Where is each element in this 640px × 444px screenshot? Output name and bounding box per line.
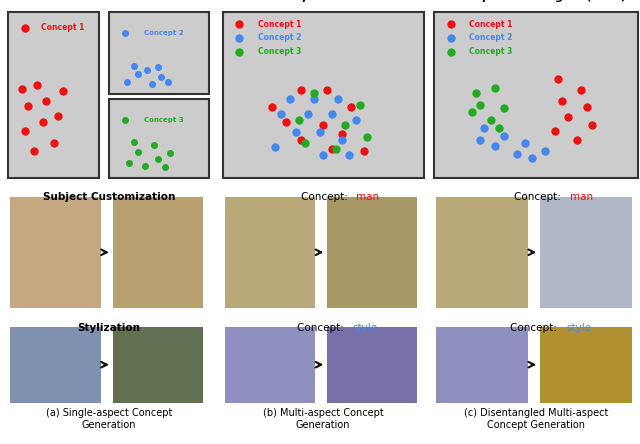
Bar <box>540 327 632 403</box>
Text: man: man <box>356 191 380 202</box>
Text: (a) Single-aspect Concept
Generation: (a) Single-aspect Concept Generation <box>45 408 172 430</box>
Text: Concept:: Concept: <box>513 191 564 202</box>
Text: Concept 1: Concept 1 <box>258 20 301 29</box>
Bar <box>225 197 315 308</box>
Text: Concept 2: Concept 2 <box>258 33 301 43</box>
Text: Concept Confusion: Concept Confusion <box>264 0 382 2</box>
Bar <box>327 327 417 403</box>
Text: style: style <box>566 323 591 333</box>
Text: Concept 1: Concept 1 <box>41 23 84 32</box>
Text: style: style <box>353 323 378 333</box>
Text: Concept 2: Concept 2 <box>143 30 183 36</box>
Text: (b) Multi-aspect Concept
Generation: (b) Multi-aspect Concept Generation <box>263 408 383 430</box>
Bar <box>109 99 209 178</box>
Text: Each for One Task: Each for One Task <box>53 0 165 2</box>
Text: Concept 3: Concept 3 <box>258 47 301 56</box>
Bar <box>540 197 632 308</box>
Bar <box>109 12 209 95</box>
Bar <box>436 327 528 403</box>
Text: Concept:: Concept: <box>298 323 348 333</box>
Bar <box>436 197 528 308</box>
Text: Concept 3: Concept 3 <box>470 47 513 56</box>
Bar <box>327 197 417 308</box>
Bar <box>113 197 203 308</box>
Text: (c) Disentangled Multi-aspect
Concept Generation: (c) Disentangled Multi-aspect Concept Ge… <box>464 408 608 430</box>
Text: Concept 1: Concept 1 <box>470 20 513 29</box>
Text: Concept:: Concept: <box>301 191 351 202</box>
Bar <box>10 197 100 308</box>
Text: Stylization: Stylization <box>77 323 140 333</box>
Text: Concept Disentangled (Ours): Concept Disentangled (Ours) <box>445 0 627 2</box>
Text: man: man <box>570 191 593 202</box>
Bar <box>225 327 315 403</box>
Bar <box>8 12 99 178</box>
Text: Concept 2: Concept 2 <box>470 33 513 43</box>
Text: Subject Customization: Subject Customization <box>43 191 175 202</box>
Bar <box>113 327 203 403</box>
Text: Concept 3: Concept 3 <box>143 117 184 123</box>
Text: Concept:: Concept: <box>510 323 560 333</box>
Bar <box>10 327 100 403</box>
